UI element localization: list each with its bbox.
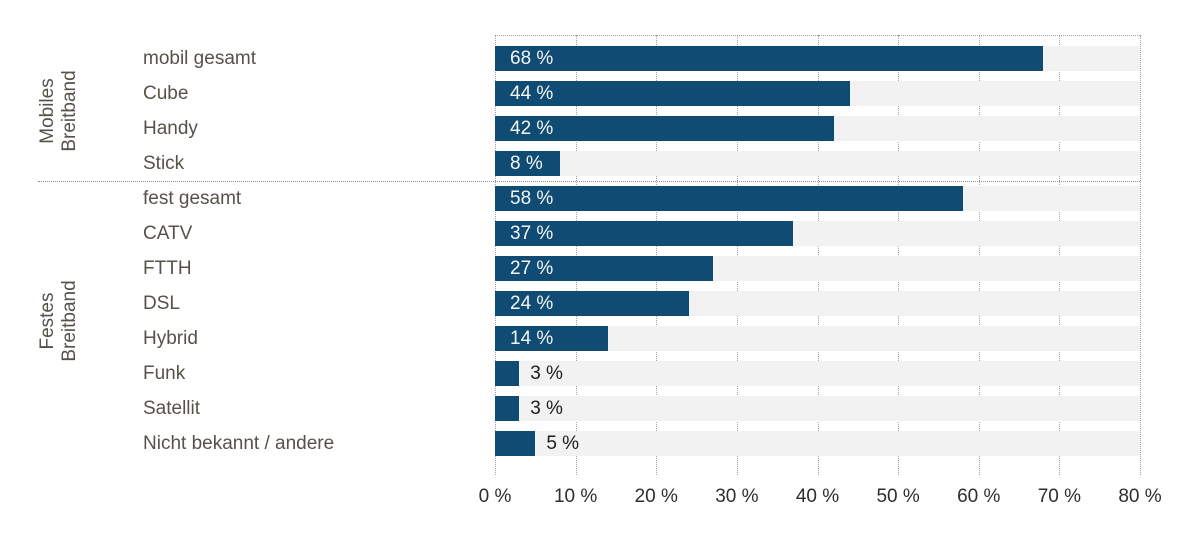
bar: [495, 46, 1044, 71]
bar: [495, 151, 560, 176]
category-label: Funk: [143, 363, 186, 384]
row-background-stripe: [495, 431, 1140, 456]
gridline: [817, 35, 819, 475]
bar: [495, 326, 608, 351]
x-axis-tick-label: 40 %: [795, 486, 840, 507]
bar-value-label: 14 %: [510, 328, 554, 349]
category-label: Satellit: [143, 398, 201, 419]
category-label: fest gesamt: [143, 188, 242, 209]
group-separator-line: [38, 181, 1140, 182]
gridline: [656, 35, 658, 475]
gridline: [736, 35, 738, 475]
bar-value-label: 37 %: [510, 223, 554, 244]
x-axis-tick-label: 50 %: [876, 486, 920, 507]
category-label: Cube: [143, 83, 189, 104]
x-axis-tick-label: 10 %: [553, 486, 598, 507]
bar-value-label: 27 %: [510, 258, 554, 279]
category-label: Stick: [143, 153, 185, 174]
group-axis-label: Festes Breitband: [37, 280, 80, 362]
x-axis-tick-label: 20 %: [634, 486, 678, 507]
category-label: CATV: [143, 223, 193, 244]
x-axis-tick-label: 30 %: [715, 486, 759, 507]
bar: [495, 396, 520, 421]
category-label: Hybrid: [143, 328, 198, 349]
row-background-stripe: [495, 361, 1140, 386]
bar-value-label: 44 %: [510, 83, 554, 104]
bar-value-label: 3 %: [530, 398, 563, 419]
bar: [495, 81, 850, 106]
plot-area: 68 % 44 % 42 % 8 % 58 % 37 % 27 % 24 % 14 % 3 % 3 …: [495, 35, 1141, 475]
row-background-stripe: [495, 396, 1140, 421]
x-axis-tick-label: 0 %: [478, 486, 512, 507]
x-axis-tick-label: 70 %: [1037, 486, 1082, 507]
category-label: mobil gesamt: [143, 48, 256, 69]
bar-value-label: 42 %: [510, 118, 554, 139]
category-label: DSL: [143, 293, 180, 314]
gridline: [575, 35, 577, 475]
bar: [495, 361, 520, 386]
x-axis: 0 % 10 % 20 % 30 % 40 % 50 % 60 % 70 % 80 %: [479, 486, 1162, 510]
bar: [495, 221, 794, 246]
bar: [495, 431, 536, 456]
row-background-stripe: [495, 151, 1140, 176]
bar-value-label: 24 %: [510, 293, 554, 314]
gridline: [898, 35, 900, 475]
x-axis-tick-label: 80 %: [1118, 486, 1162, 507]
bar-value-label: 3 %: [530, 363, 563, 384]
bar: [495, 291, 689, 316]
category-label: Nicht bekannt / andere: [143, 433, 335, 454]
gridline: [1140, 35, 1141, 475]
category-label: FTTH: [143, 258, 192, 279]
gridline: [978, 35, 980, 475]
x-axis-tick-label: 60 %: [957, 486, 1001, 507]
gridline: [1059, 35, 1061, 475]
bar-value-label: 8 %: [510, 153, 543, 174]
category-label: Handy: [143, 118, 198, 139]
bar-value-label: 5 %: [546, 433, 580, 454]
group-axis-label: Mobiles Breitband: [37, 70, 80, 152]
bar: [495, 256, 713, 281]
gridline: [495, 35, 496, 475]
bar-value-label: 68 %: [510, 48, 554, 69]
bar: [495, 186, 963, 211]
bar-value-label: 58 %: [510, 188, 554, 209]
bar: [495, 116, 834, 141]
